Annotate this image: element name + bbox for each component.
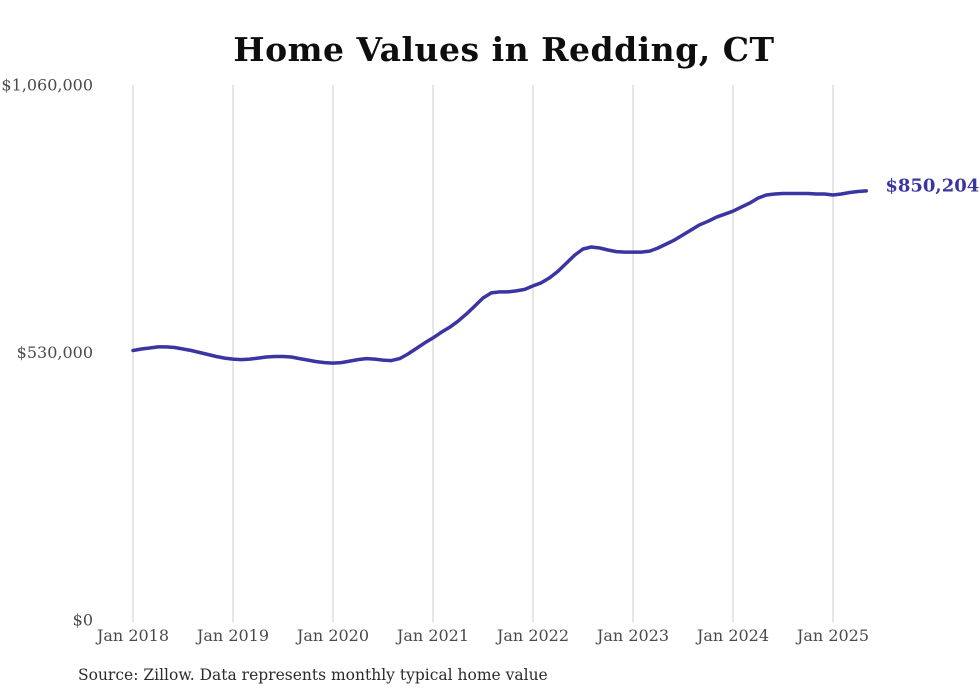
y-tick-label: $1,060,000 [1, 76, 93, 95]
chart-title: Home Values in Redding, CT [233, 30, 775, 69]
x-tick-label: Jan 2018 [95, 626, 169, 645]
x-tick-label: Jan 2025 [795, 626, 869, 645]
x-tick-label: Jan 2022 [495, 626, 569, 645]
source-note: Source: Zillow. Data represents monthly … [78, 666, 548, 684]
x-tick-label: Jan 2021 [395, 626, 469, 645]
x-tick-label: Jan 2019 [195, 626, 269, 645]
end-value-label: $850,204 [885, 175, 979, 196]
y-tick-label: $0 [73, 611, 93, 630]
home-value-line [131, 189, 869, 365]
x-tick-label: Jan 2024 [695, 626, 769, 645]
x-tick-label: Jan 2023 [595, 626, 669, 645]
y-tick-label: $530,000 [17, 343, 93, 362]
x-tick-label: Jan 2020 [295, 626, 369, 645]
